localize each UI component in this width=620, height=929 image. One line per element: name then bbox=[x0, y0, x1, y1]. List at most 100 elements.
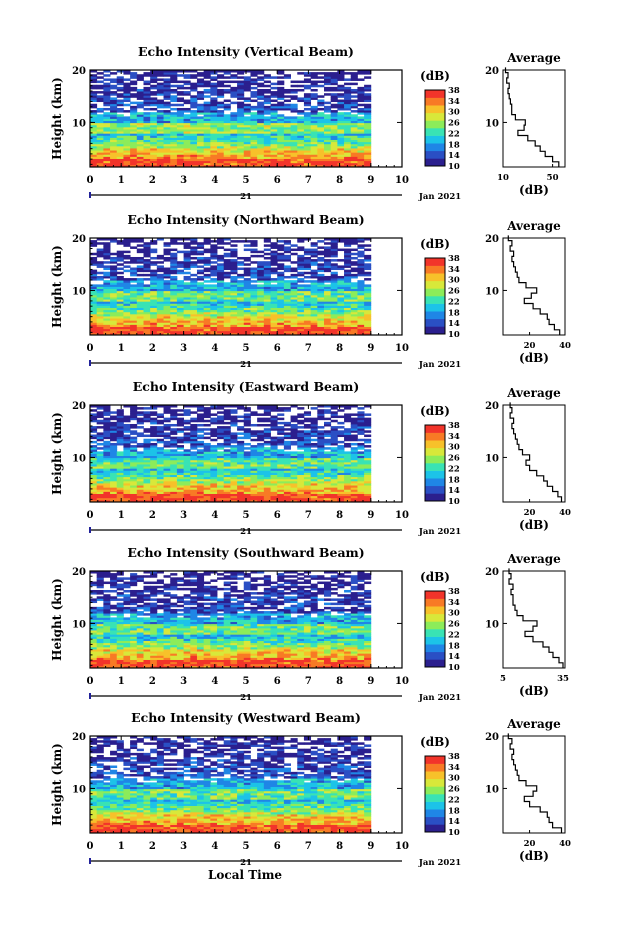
heatmap-cell bbox=[277, 271, 285, 275]
heatmap-cell bbox=[303, 305, 312, 308]
heatmap-cell bbox=[257, 156, 265, 159]
heatmap-cell bbox=[116, 156, 124, 159]
heatmap-cell bbox=[270, 162, 278, 166]
heatmap-cell bbox=[183, 311, 191, 315]
heatmap-cell bbox=[183, 330, 191, 334]
heatmap-cell bbox=[203, 267, 211, 271]
heatmap-cell bbox=[170, 301, 178, 304]
heatmap-cell bbox=[250, 99, 258, 103]
heatmap-cell bbox=[317, 309, 325, 313]
heatmap-cell bbox=[330, 152, 338, 155]
heatmap-cell bbox=[190, 313, 198, 317]
heatmap-cell bbox=[297, 430, 305, 433]
heatmap-cell bbox=[210, 97, 218, 100]
heatmap-cell bbox=[277, 88, 285, 92]
heatmap-cell bbox=[263, 447, 271, 450]
heatmap-cell bbox=[150, 326, 158, 330]
heatmap-cell bbox=[344, 141, 352, 145]
heatmap-cell bbox=[250, 156, 258, 159]
heatmap-cell bbox=[277, 129, 285, 132]
heatmap-cell bbox=[190, 97, 198, 100]
heatmap-cell bbox=[203, 322, 211, 325]
heatmap-cell bbox=[103, 120, 111, 124]
heatmap-cell bbox=[230, 290, 238, 294]
heatmap-cell bbox=[136, 129, 144, 132]
heatmap-cell bbox=[344, 129, 352, 132]
heatmap-cell bbox=[297, 124, 305, 128]
heatmap-cell bbox=[310, 290, 318, 294]
heatmap-cell bbox=[203, 309, 211, 313]
heatmap-cell bbox=[156, 114, 164, 117]
heatmap-cell bbox=[324, 78, 332, 81]
heatmap-cell bbox=[263, 328, 271, 332]
heatmap-cell bbox=[163, 326, 171, 330]
heatmap-cell bbox=[203, 320, 211, 323]
heatmap-cell bbox=[303, 328, 312, 332]
heatmap-cell bbox=[176, 311, 184, 315]
heatmap-cell bbox=[290, 423, 298, 427]
heatmap-cell bbox=[277, 158, 285, 162]
heatmap-cell bbox=[283, 330, 291, 334]
heatmap-cell bbox=[277, 82, 285, 86]
heatmap-cell bbox=[297, 116, 305, 119]
heatmap-cell bbox=[270, 242, 278, 245]
heatmap-cell bbox=[330, 124, 338, 128]
heatmap-cell bbox=[196, 434, 205, 438]
heatmap-cell bbox=[277, 93, 285, 96]
heatmap-cell bbox=[90, 103, 98, 107]
heatmap-cell bbox=[110, 301, 118, 304]
heatmap-cell bbox=[364, 95, 372, 98]
heatmap-cell bbox=[337, 101, 345, 105]
heatmap-cell bbox=[324, 76, 332, 79]
heatmap-cell bbox=[277, 263, 285, 266]
heatmap-cell bbox=[163, 280, 171, 283]
heatmap-cell bbox=[150, 297, 158, 300]
heatmap-cell bbox=[250, 131, 258, 134]
heatmap-cell bbox=[344, 116, 352, 119]
heatmap-cell bbox=[130, 135, 138, 138]
heatmap-cell bbox=[243, 297, 251, 300]
heatmap-cell bbox=[357, 133, 365, 136]
y-tick-label: 10 bbox=[72, 118, 86, 129]
heatmap-cell bbox=[337, 290, 345, 294]
heatmap-cell bbox=[317, 273, 325, 277]
heatmap-cell bbox=[277, 307, 285, 311]
heatmap-cell bbox=[196, 290, 205, 294]
heatmap-cell bbox=[303, 294, 312, 298]
heatmap-cell bbox=[337, 72, 345, 75]
heatmap-cell bbox=[237, 256, 245, 260]
heatmap-cell bbox=[223, 307, 231, 311]
heatmap-cell bbox=[237, 137, 245, 140]
heatmap-cell bbox=[283, 301, 291, 304]
heatmap-cell bbox=[310, 105, 318, 109]
heatmap-cell bbox=[290, 152, 298, 155]
heatmap-cell bbox=[176, 122, 184, 126]
heatmap-cell bbox=[364, 254, 372, 258]
heatmap-cell bbox=[143, 74, 151, 77]
heatmap-cell bbox=[364, 438, 372, 442]
heatmap-cell bbox=[150, 129, 158, 132]
heatmap-cell bbox=[190, 303, 198, 306]
heatmap-cell bbox=[150, 316, 158, 319]
heatmap-cell bbox=[150, 74, 158, 77]
heatmap-cell bbox=[243, 428, 251, 431]
heatmap-cell bbox=[190, 156, 198, 159]
heatmap-cell bbox=[230, 137, 238, 140]
heatmap-cell bbox=[310, 164, 318, 168]
heatmap-cell bbox=[110, 126, 118, 130]
heatmap-cell bbox=[270, 145, 278, 149]
heatmap-cell bbox=[337, 126, 345, 130]
heatmap-cell bbox=[156, 154, 164, 157]
heatmap-cell bbox=[156, 99, 164, 103]
heatmap-cell bbox=[243, 70, 251, 73]
heatmap-cell bbox=[130, 74, 138, 77]
heatmap-cell bbox=[210, 328, 218, 332]
heatmap-cell bbox=[210, 311, 218, 315]
heatmap-cell bbox=[357, 162, 365, 166]
heatmap-cell bbox=[103, 152, 111, 155]
heatmap-cell bbox=[364, 449, 372, 452]
heatmap-cell bbox=[223, 131, 231, 134]
heatmap-cell bbox=[283, 254, 291, 258]
heatmap-cell bbox=[230, 324, 238, 327]
heatmap-cell bbox=[230, 145, 238, 149]
